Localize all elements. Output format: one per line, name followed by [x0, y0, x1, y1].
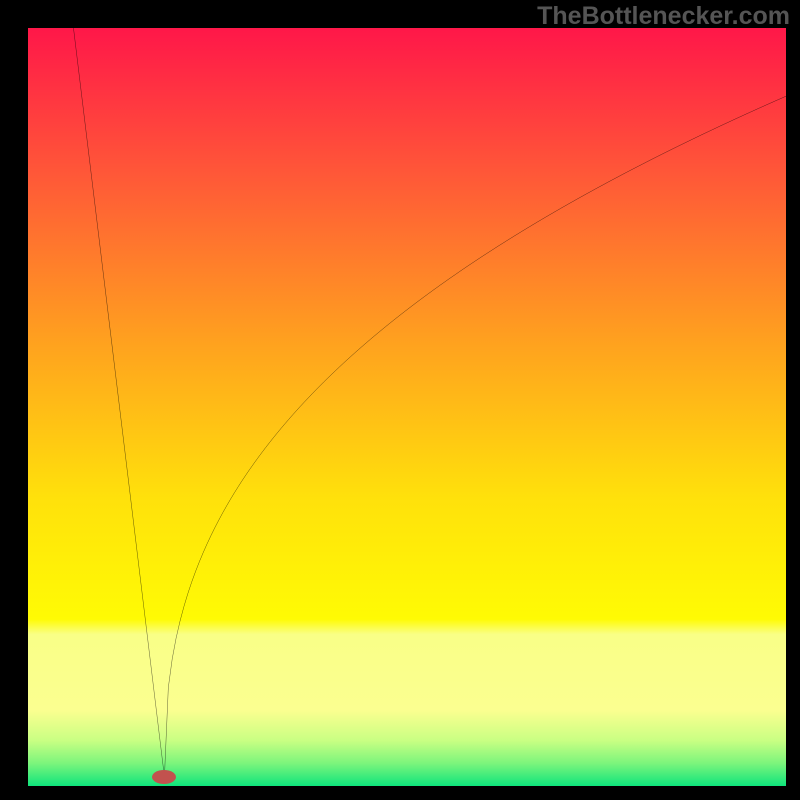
curve-left [73, 28, 164, 777]
chart-container: TheBottlenecker.com [0, 0, 800, 800]
vertex-marker [150, 768, 178, 786]
plot-area [28, 28, 786, 786]
curve-layer [28, 28, 786, 786]
watermark-text: TheBottlenecker.com [537, 2, 790, 31]
curve-right [164, 96, 786, 777]
vertex-marker-ellipse [152, 770, 176, 784]
